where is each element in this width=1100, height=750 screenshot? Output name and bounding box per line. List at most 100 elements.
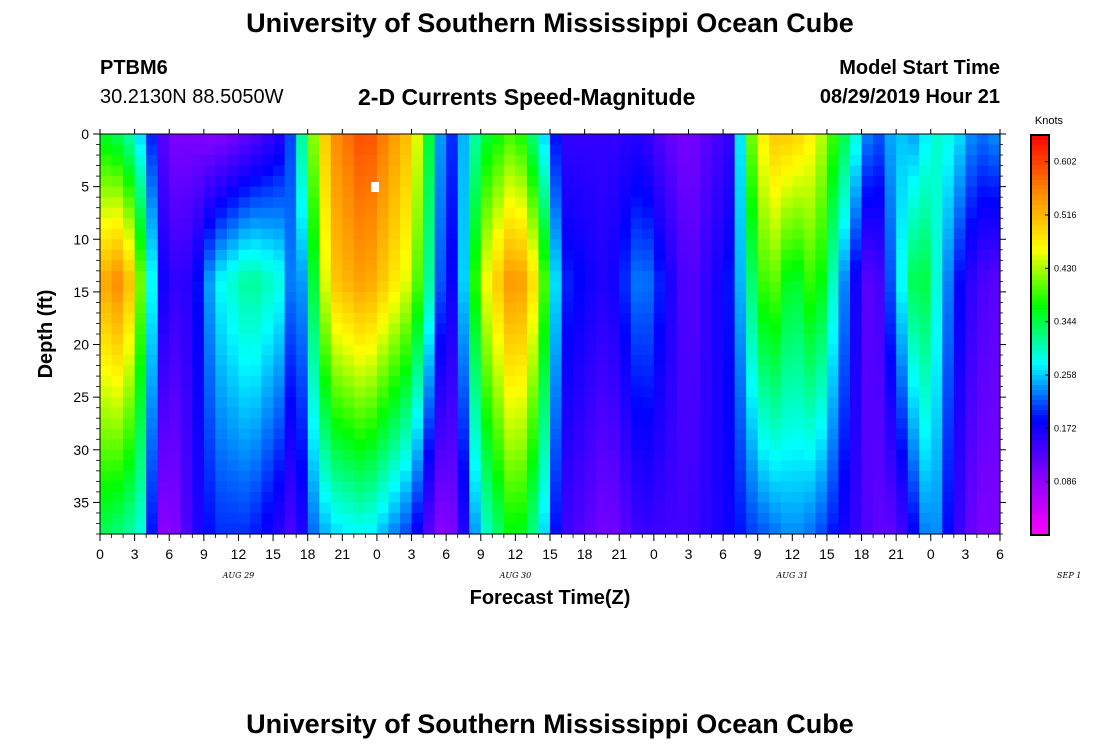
heatmap-cell: [123, 512, 136, 525]
heatmap-cell: [907, 302, 920, 314]
heatmap-cell: [261, 365, 274, 377]
heatmap-cell: [538, 397, 551, 409]
heatmap-cell: [503, 386, 516, 398]
heatmap-cell: [180, 144, 193, 156]
heatmap-cell: [665, 207, 678, 219]
heatmap-cell: [976, 155, 990, 167]
heatmap-cell: [930, 323, 943, 335]
heatmap-cell: [561, 376, 574, 388]
heatmap-cell: [826, 144, 840, 156]
heatmap-cell: [838, 502, 851, 514]
heatmap-cell: [780, 197, 793, 209]
heatmap-cell: [953, 186, 966, 198]
heatmap-cell: [573, 239, 586, 251]
heatmap-cell: [353, 418, 366, 430]
x-tick-label: 18: [854, 546, 870, 562]
colorbar-tick-label: 0.172: [1054, 423, 1077, 433]
heatmap-cell: [226, 428, 240, 440]
heatmap-cell: [723, 134, 736, 146]
heatmap-cell: [988, 418, 1001, 430]
heatmap-cell: [515, 491, 528, 504]
heatmap-cell: [100, 428, 113, 440]
heatmap-cell: [573, 165, 586, 177]
heatmap-cell: [388, 302, 401, 314]
heatmap-cell: [388, 270, 401, 282]
heatmap-cell: [953, 260, 966, 272]
heatmap-cell: [538, 281, 551, 293]
heatmap-cell: [642, 207, 655, 219]
heatmap-cell: [284, 249, 297, 261]
heatmap-cell: [976, 144, 990, 156]
heatmap-cell: [757, 365, 770, 377]
heatmap-cell: [988, 376, 1001, 388]
heatmap-cell: [284, 134, 297, 146]
x-tick-label: 9: [200, 546, 208, 562]
heatmap-cell: [100, 407, 113, 419]
heatmap-cell: [930, 218, 943, 230]
heatmap-cell: [307, 355, 320, 367]
heatmap-cell: [273, 218, 286, 230]
heatmap-cell: [930, 502, 943, 514]
heatmap-cell: [642, 155, 655, 167]
heatmap-cell: [250, 365, 263, 377]
heatmap-cell: [953, 239, 966, 251]
heatmap-cell: [965, 460, 978, 472]
heatmap-cell: [100, 155, 113, 167]
heatmap-cell: [976, 376, 990, 388]
heatmap-cell: [411, 470, 424, 482]
heatmap-cell: [100, 512, 113, 525]
heatmap-cell: [861, 439, 874, 451]
heatmap-cell: [792, 176, 805, 188]
heatmap-cell: [884, 523, 897, 535]
heatmap-cell: [838, 376, 851, 388]
heatmap-cell: [653, 260, 666, 272]
heatmap-cell: [630, 439, 643, 451]
heatmap-cell: [780, 449, 793, 461]
heatmap-cell: [896, 176, 909, 188]
heatmap-cell: [550, 386, 563, 398]
heatmap-cell: [446, 260, 459, 272]
heatmap-cell: [792, 270, 805, 282]
heatmap-cell: [515, 407, 528, 419]
heatmap-cell: [434, 228, 447, 240]
heatmap-cell: [930, 144, 943, 156]
heatmap-cell: [203, 260, 216, 272]
heatmap-cell: [630, 460, 643, 472]
heatmap-cell: [953, 344, 966, 356]
heatmap-cell: [953, 334, 966, 346]
heatmap-cell: [792, 144, 805, 156]
heatmap-cell: [607, 260, 620, 272]
heatmap-cell: [100, 134, 113, 146]
heatmap-cell: [319, 239, 332, 251]
heatmap-cell: [642, 134, 655, 146]
heatmap-cell: [769, 365, 782, 377]
heatmap-cell: [238, 460, 251, 472]
heatmap-cell: [930, 134, 943, 146]
heatmap-cell: [284, 449, 297, 461]
heatmap-cell: [642, 176, 655, 188]
colorbar-swatch: [1031, 290, 1049, 296]
heatmap-cell: [838, 407, 851, 419]
heatmap-cell: [400, 355, 413, 367]
heatmap-cell: [769, 144, 782, 156]
heatmap-cell: [607, 281, 620, 293]
heatmap-cell: [769, 470, 782, 482]
heatmap-cell: [353, 302, 366, 314]
heatmap-cell: [942, 523, 955, 535]
y-tick-label: 30: [73, 442, 89, 458]
heatmap-cell: [850, 418, 863, 430]
heatmap-cell: [873, 165, 886, 177]
heatmap-cell: [342, 323, 355, 335]
heatmap-cell: [411, 176, 424, 188]
x-tick-label: 21: [611, 546, 627, 562]
heatmap-cell: [596, 397, 609, 409]
heatmap-cell: [976, 228, 990, 240]
heatmap-cell: [930, 334, 943, 346]
heatmap-cell: [584, 155, 597, 167]
heatmap-cell: [503, 291, 516, 304]
heatmap-cell: [930, 291, 943, 304]
heatmap-cell: [400, 144, 413, 156]
heatmap-cell: [353, 134, 366, 146]
heatmap-cell: [780, 165, 793, 177]
heatmap-cell: [653, 270, 666, 282]
